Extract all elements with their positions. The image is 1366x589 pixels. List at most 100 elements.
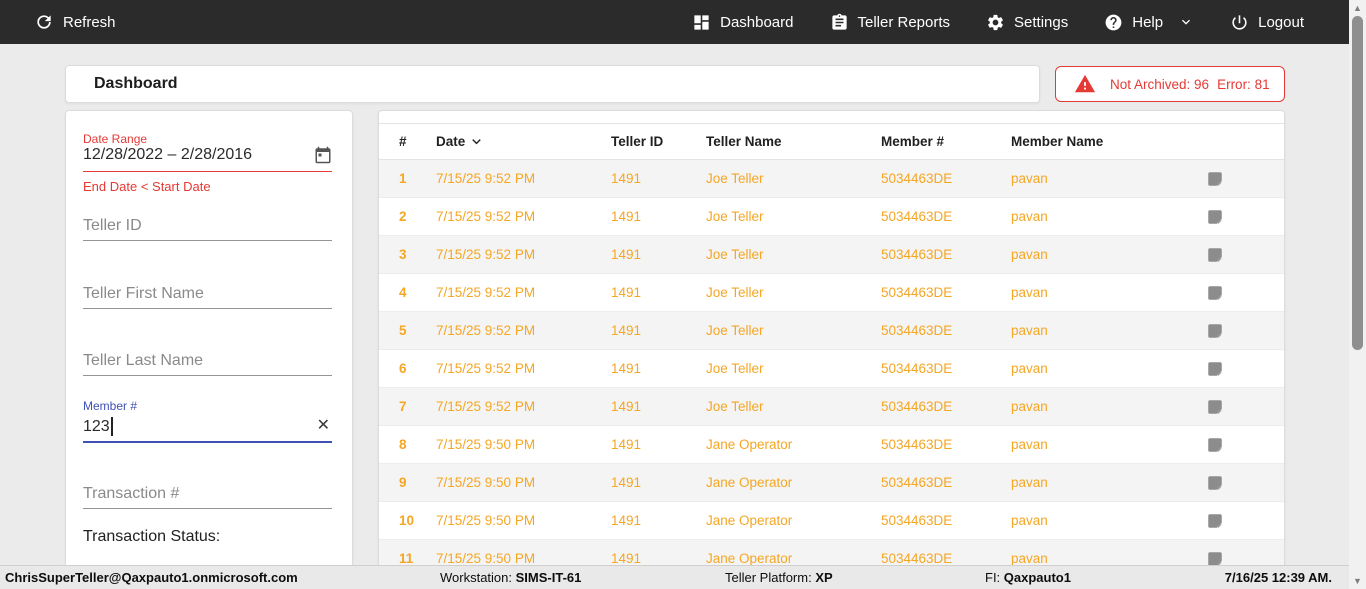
transaction-number-input[interactable] xyxy=(83,479,332,509)
date-range-error: End Date < Start Date xyxy=(83,179,211,194)
page-scrollbar[interactable]: ▲ ▼ xyxy=(1349,0,1366,589)
row-teller-name: Joe Teller xyxy=(706,171,764,186)
row-teller-id: 1491 xyxy=(611,323,642,338)
note-icon[interactable] xyxy=(1206,208,1224,226)
nav-right-group: Dashboard Teller Reports Settings Help xyxy=(692,13,1304,32)
text-cursor xyxy=(111,417,113,436)
nav-teller-reports-label: Teller Reports xyxy=(857,13,951,31)
note-icon[interactable] xyxy=(1206,398,1224,416)
row-teller-name: Jane Operator xyxy=(706,551,793,566)
row-member-number: 5034463DE xyxy=(881,247,953,262)
archive-alert-badge[interactable]: Not Archived: 96 Error: 81 xyxy=(1055,66,1285,102)
row-member-number: 5034463DE xyxy=(881,285,953,300)
clear-icon[interactable]: ✕ xyxy=(316,417,330,434)
row-number: 2 xyxy=(399,209,407,224)
scroll-up-arrow-icon[interactable]: ▲ xyxy=(1353,3,1362,13)
table-row[interactable]: 8 7/15/25 9:50 PM 1491 Jane Operator 503… xyxy=(379,426,1284,464)
col-header-teller-name: Teller Name xyxy=(706,134,782,149)
teller-last-name-input[interactable] xyxy=(83,346,332,376)
row-member-number: 5034463DE xyxy=(881,399,953,414)
row-date: 7/15/25 9:52 PM xyxy=(436,247,536,262)
col-header-teller-id: Teller ID xyxy=(611,134,664,149)
table-row[interactable]: 6 7/15/25 9:52 PM 1491 Joe Teller 503446… xyxy=(379,350,1284,388)
row-member-name: pavan xyxy=(1011,513,1048,528)
row-date: 7/15/25 9:52 PM xyxy=(436,323,536,338)
row-member-number: 5034463DE xyxy=(881,361,953,376)
date-range-label: Date Range xyxy=(83,132,148,146)
filter-sidebar: Date Range 12/28/2022 – 2/28/2016 End Da… xyxy=(65,110,353,589)
note-icon[interactable] xyxy=(1206,170,1224,188)
row-member-name: pavan xyxy=(1011,323,1048,338)
row-teller-id: 1491 xyxy=(611,437,642,452)
page-title: Dashboard xyxy=(94,75,178,92)
note-icon[interactable] xyxy=(1206,246,1224,264)
table-body: 1 7/15/25 9:52 PM 1491 Joe Teller 503446… xyxy=(379,160,1284,578)
table-row[interactable]: 5 7/15/25 9:52 PM 1491 Joe Teller 503446… xyxy=(379,312,1284,350)
top-nav: Refresh Dashboard Teller Reports Setting… xyxy=(0,0,1366,44)
fi-info: FI: Qaxpauto1 xyxy=(985,570,1071,585)
gear-icon xyxy=(986,13,1005,32)
clipboard-icon xyxy=(830,13,849,32)
calendar-icon[interactable] xyxy=(314,146,332,164)
teller-id-input[interactable] xyxy=(83,211,332,241)
note-icon[interactable] xyxy=(1206,360,1224,378)
note-icon[interactable] xyxy=(1206,284,1224,302)
warning-icon xyxy=(1074,73,1096,95)
scrollbar-thumb[interactable] xyxy=(1352,16,1363,350)
row-teller-id: 1491 xyxy=(611,475,642,490)
table-row[interactable]: 2 7/15/25 9:52 PM 1491 Joe Teller 503446… xyxy=(379,198,1284,236)
row-teller-name: Joe Teller xyxy=(706,399,764,414)
col-header-member-name: Member Name xyxy=(1011,134,1104,149)
note-icon[interactable] xyxy=(1206,512,1224,530)
teller-last-name-field xyxy=(83,346,332,376)
status-datetime: 7/16/25 12:39 AM. xyxy=(1224,570,1332,585)
nav-help[interactable]: Help xyxy=(1104,13,1194,32)
row-date: 7/15/25 9:50 PM xyxy=(436,551,536,566)
row-member-name: pavan xyxy=(1011,209,1048,224)
note-icon[interactable] xyxy=(1206,322,1224,340)
row-number: 6 xyxy=(399,361,407,376)
row-member-name: pavan xyxy=(1011,361,1048,376)
table-row[interactable]: 4 7/15/25 9:52 PM 1491 Joe Teller 503446… xyxy=(379,274,1284,312)
table-row[interactable]: 1 7/15/25 9:52 PM 1491 Joe Teller 503446… xyxy=(379,160,1284,198)
member-number-input[interactable] xyxy=(83,413,332,443)
row-member-number: 5034463DE xyxy=(881,171,953,186)
nav-dashboard[interactable]: Dashboard xyxy=(692,13,794,32)
row-teller-id: 1491 xyxy=(611,551,642,566)
nav-teller-reports[interactable]: Teller Reports xyxy=(830,13,951,32)
note-icon[interactable] xyxy=(1206,550,1224,568)
table-row[interactable]: 9 7/15/25 9:50 PM 1491 Jane Operator 503… xyxy=(379,464,1284,502)
col-header-number: # xyxy=(399,134,407,149)
status-bar: ChrisSuperTeller@Qaxpauto1.onmicrosoft.c… xyxy=(0,565,1349,589)
note-icon[interactable] xyxy=(1206,436,1224,454)
table-row[interactable]: 3 7/15/25 9:52 PM 1491 Joe Teller 503446… xyxy=(379,236,1284,274)
nav-settings[interactable]: Settings xyxy=(986,13,1068,32)
row-teller-name: Jane Operator xyxy=(706,475,793,490)
row-number: 1 xyxy=(399,171,407,186)
row-date: 7/15/25 9:52 PM xyxy=(436,171,536,186)
dashboard-icon xyxy=(692,13,711,32)
teller-platform-info: Teller Platform: XP xyxy=(725,570,833,585)
row-number: 4 xyxy=(399,285,407,300)
row-number: 8 xyxy=(399,437,407,452)
nav-logout[interactable]: Logout xyxy=(1230,13,1304,32)
table-row[interactable]: 10 7/15/25 9:50 PM 1491 Jane Operator 50… xyxy=(379,502,1284,540)
note-icon[interactable] xyxy=(1206,474,1224,492)
row-number: 10 xyxy=(399,513,415,528)
row-teller-id: 1491 xyxy=(611,285,642,300)
row-member-name: pavan xyxy=(1011,171,1048,186)
date-range-input[interactable]: 12/28/2022 – 2/28/2016 xyxy=(83,146,332,172)
error-count: Error: 81 xyxy=(1217,76,1270,92)
refresh-button[interactable]: Refresh xyxy=(34,12,116,32)
refresh-icon xyxy=(34,12,54,32)
table-row[interactable]: 7 7/15/25 9:52 PM 1491 Joe Teller 503446… xyxy=(379,388,1284,426)
row-member-name: pavan xyxy=(1011,399,1048,414)
row-teller-name: Joe Teller xyxy=(706,285,764,300)
row-teller-id: 1491 xyxy=(611,399,642,414)
teller-first-name-input[interactable] xyxy=(83,279,332,309)
chevron-down-icon xyxy=(1178,14,1194,30)
sort-desc-icon xyxy=(468,133,485,150)
scroll-down-arrow-icon[interactable]: ▼ xyxy=(1353,576,1362,586)
col-header-date[interactable]: Date xyxy=(436,133,611,150)
teller-id-field xyxy=(83,211,332,241)
